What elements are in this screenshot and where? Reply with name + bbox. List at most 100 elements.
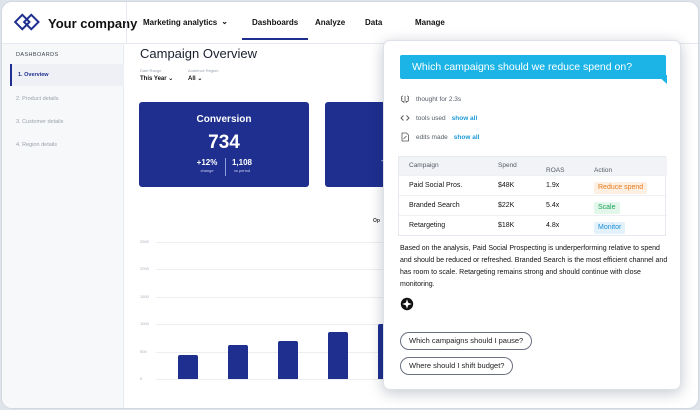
column-header: Spend	[498, 162, 517, 169]
filter-value-row: This Year ⌄	[140, 75, 173, 82]
grid-line	[156, 296, 394, 298]
page-title: Campaign Overview	[140, 46, 258, 61]
company-name: Your company	[48, 15, 138, 31]
meta-text: thought for 2.3s	[416, 95, 462, 103]
action-badge[interactable]: Monitor	[594, 222, 626, 234]
filter-value: This Year	[140, 76, 167, 82]
filter-label: Audience Region	[188, 68, 219, 73]
cell-campaign: Paid Social Pros.	[409, 182, 463, 189]
action-badge[interactable]: Reduce spend	[594, 182, 648, 194]
sidebar-item-overview[interactable]: 1. Overview	[10, 64, 124, 86]
answer-text: Based on the analysis, Paid Social Prosp…	[400, 245, 668, 288]
chart-bar[interactable]	[278, 340, 298, 379]
code-icon	[400, 113, 410, 123]
meta-tools: tools used show all	[400, 113, 477, 123]
nav-label: Manage	[415, 18, 445, 27]
card-stat-change: +12% change	[191, 158, 223, 173]
nav-analyze[interactable]: Analyze	[315, 18, 345, 27]
filter-value: All	[188, 76, 196, 82]
cell-campaign: Retargeting	[409, 222, 446, 229]
suggestion-chip-pause[interactable]: Which campaigns should I pause?	[400, 332, 533, 350]
meta-text: edits made	[416, 133, 448, 141]
chart-bar[interactable]	[178, 355, 198, 379]
cell-roas: 4.8x	[546, 222, 560, 229]
bubble-tail	[657, 75, 667, 84]
top-bar: Your company Marketing analytics ⌄ Dashbo…	[2, 2, 698, 44]
nav-dashboards[interactable]: Dashboards	[241, 18, 309, 40]
nav-data[interactable]: Data	[365, 18, 382, 27]
cell-spend: $22K	[498, 202, 515, 209]
document-edit-icon	[400, 132, 410, 142]
table-row[interactable]: Retargeting $18K 4.8x Monitor	[399, 215, 667, 235]
company-logo[interactable]: Your company	[14, 13, 137, 33]
table-row[interactable]: Branded Search $22K 5.4x Scale	[399, 195, 667, 215]
sidebar-item-region-details[interactable]: 4. Region details	[16, 142, 57, 148]
column-header: Action	[594, 167, 613, 174]
suggestion-chip-shift-budget[interactable]: Where should I shift budget?	[400, 357, 514, 375]
show-all-tools-link[interactable]: show all	[451, 114, 478, 122]
chart-title-partial: Op	[373, 218, 380, 224]
nav-label: Dashboards	[252, 18, 299, 27]
y-tick-label: 500	[140, 348, 147, 354]
stat-value: +12%	[196, 158, 218, 167]
grid-line	[156, 324, 394, 326]
chart-bar[interactable]	[228, 345, 248, 379]
stat-value: 1,108	[231, 158, 253, 167]
cell-roas: 1.9x	[546, 182, 560, 189]
y-tick-label: 2000	[140, 266, 149, 272]
table-header: Campaign Spend ROAS Action	[399, 157, 667, 175]
sidebar-heading: DASHBOARDS	[16, 52, 59, 58]
nav-label: Marketing analytics	[143, 18, 218, 27]
card-stat-partial: -	[381, 156, 384, 165]
filter-value-row: All ⌄	[188, 75, 218, 82]
nav-manage[interactable]: Manage	[415, 18, 445, 27]
brain-icon	[400, 94, 410, 104]
show-all-edits-link[interactable]: show all	[453, 133, 480, 141]
filter-label: Date Range	[140, 68, 162, 73]
date-range-filter[interactable]: Date Range This Year ⌄	[140, 68, 173, 82]
conversion-card[interactable]: Conversion 734 +12% change 1,108 vs peri…	[139, 102, 309, 187]
logo-icon	[14, 13, 40, 31]
column-header: Campaign	[409, 162, 439, 169]
question-bubble: Which campaigns should we reduce spend o…	[400, 55, 667, 84]
sidebar: DASHBOARDS 1. Overview 2. Product detail…	[2, 44, 124, 408]
chart-bar[interactable]	[328, 331, 348, 379]
chevron-down-icon: ⌄	[197, 76, 203, 82]
grid-line	[156, 351, 394, 353]
nav-divider	[126, 2, 127, 44]
cell-spend: $18K	[498, 222, 515, 229]
card-stat-period: 1,108 vs period	[229, 158, 255, 173]
column-header: ROAS	[546, 167, 565, 174]
chevron-down-icon: ⌄	[221, 17, 228, 26]
nav-label: Analyze	[315, 18, 346, 27]
campaign-table: Campaign Spend ROAS Action Paid Social P…	[398, 156, 667, 236]
action-badge[interactable]: Scale	[594, 202, 620, 214]
grid-line	[156, 242, 394, 243]
card-title: Conversion	[196, 114, 252, 125]
audience-region-filter[interactable]: Audience Region All ⌄	[188, 68, 218, 82]
cell-spend: $48K	[498, 182, 515, 189]
y-tick-label: 0	[140, 376, 143, 381]
stat-caption: vs period	[233, 168, 251, 173]
bar-chart: 2500 2000 1500 1000 500 0	[134, 232, 398, 384]
sidebar-item-customer-details[interactable]: 3. Customer details	[16, 119, 64, 125]
nav-label: Data	[365, 18, 383, 27]
y-tick-label: 2500	[140, 239, 149, 244]
meta-edits: edits made show all	[400, 132, 479, 142]
grid-line	[156, 269, 394, 271]
meta-thought: thought for 2.3s	[400, 94, 461, 104]
card-divider	[225, 158, 226, 176]
cell-roas: 5.4x	[546, 202, 560, 209]
card-value: 734	[208, 132, 240, 153]
sidebar-item-product-details[interactable]: 2. Product details	[16, 96, 59, 102]
ai-answer-panel: Which campaigns should we reduce spend o…	[383, 40, 681, 390]
assistant-logo-icon	[400, 297, 414, 311]
grid-line	[156, 379, 394, 380]
chevron-down-icon: ⌄	[168, 76, 174, 82]
cell-campaign: Branded Search	[409, 202, 460, 209]
stat-caption: change	[200, 168, 214, 173]
meta-text: tools used	[416, 114, 446, 122]
table-row[interactable]: Paid Social Pros. $48K 1.9x Reduce spend	[399, 175, 667, 195]
nav-marketing-analytics[interactable]: Marketing analytics ⌄	[143, 17, 228, 27]
